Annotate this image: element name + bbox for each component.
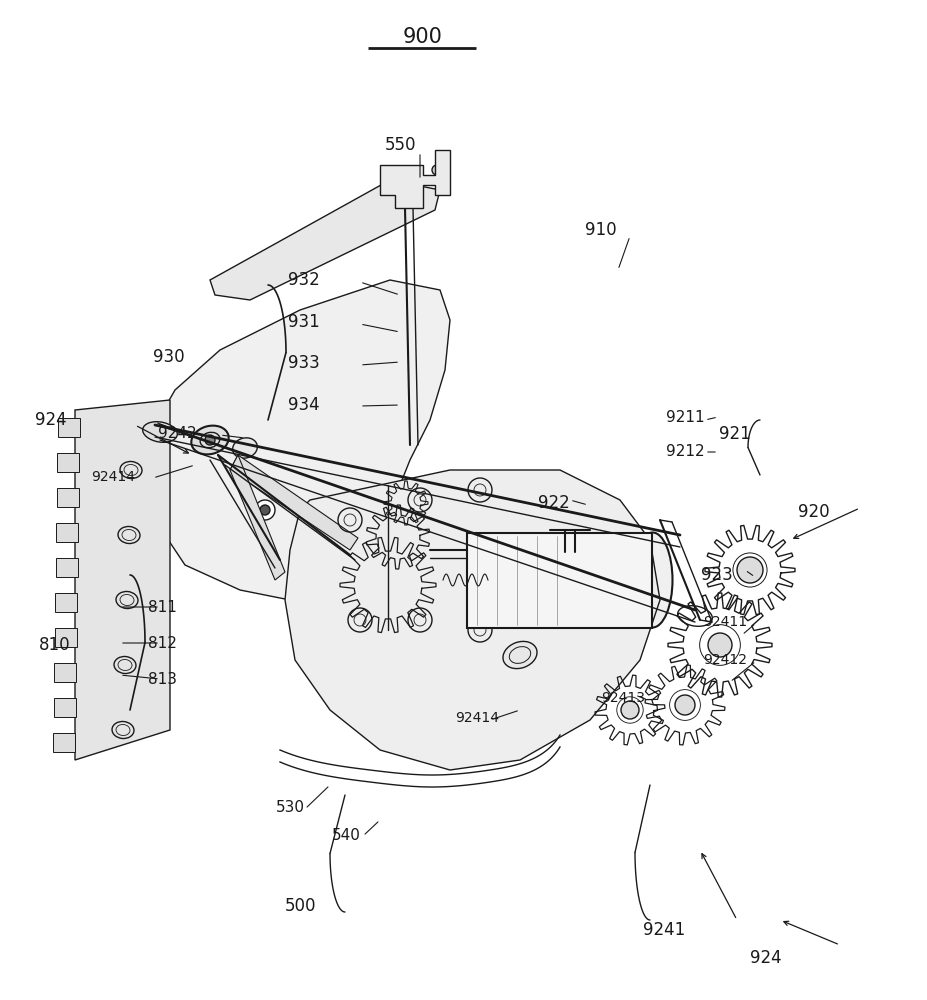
Text: 9242: 9242 (158, 426, 197, 440)
Polygon shape (230, 455, 358, 550)
Text: 924: 924 (749, 949, 781, 967)
Circle shape (736, 557, 762, 583)
Text: 530: 530 (275, 800, 304, 816)
Ellipse shape (502, 641, 537, 669)
Polygon shape (54, 698, 76, 717)
Ellipse shape (632, 532, 672, 628)
Circle shape (582, 568, 606, 592)
Text: 930: 930 (153, 348, 184, 366)
Polygon shape (155, 280, 450, 600)
Polygon shape (75, 400, 170, 760)
Polygon shape (55, 628, 77, 647)
Text: 923: 923 (700, 566, 731, 584)
Text: 92414: 92414 (91, 470, 134, 484)
Circle shape (260, 505, 270, 515)
Polygon shape (57, 418, 80, 437)
Polygon shape (285, 470, 659, 770)
Text: 9212: 9212 (666, 444, 705, 460)
Polygon shape (56, 558, 78, 577)
Text: 924: 924 (35, 411, 67, 429)
Ellipse shape (143, 422, 177, 442)
Text: 540: 540 (332, 828, 361, 842)
Circle shape (255, 500, 274, 520)
Text: 813: 813 (148, 672, 177, 686)
Text: 934: 934 (287, 396, 319, 414)
Circle shape (707, 633, 731, 657)
Text: 9211: 9211 (666, 410, 705, 424)
Text: 810: 810 (39, 636, 70, 654)
Polygon shape (57, 488, 79, 507)
Ellipse shape (191, 426, 228, 454)
Text: 811: 811 (148, 599, 177, 614)
Polygon shape (57, 453, 79, 472)
Text: 92414: 92414 (454, 711, 498, 725)
Circle shape (674, 695, 694, 715)
Text: 900: 900 (402, 27, 441, 47)
Text: 920: 920 (797, 503, 829, 521)
Text: 9241: 9241 (642, 921, 685, 939)
Text: 92412: 92412 (703, 653, 746, 667)
Polygon shape (230, 455, 285, 580)
Polygon shape (467, 532, 652, 628)
Polygon shape (54, 663, 76, 682)
Text: 812: 812 (148, 636, 177, 650)
Circle shape (620, 701, 639, 719)
Circle shape (432, 165, 441, 175)
Polygon shape (56, 593, 77, 612)
Text: 550: 550 (385, 136, 416, 154)
Text: 92413: 92413 (601, 691, 644, 705)
Circle shape (563, 563, 577, 577)
Polygon shape (210, 180, 439, 300)
Ellipse shape (233, 438, 257, 458)
Text: 922: 922 (538, 494, 569, 512)
Polygon shape (379, 150, 450, 208)
Ellipse shape (549, 554, 590, 586)
Text: 931: 931 (287, 313, 319, 331)
Text: 921: 921 (718, 425, 750, 443)
Text: 500: 500 (285, 897, 316, 915)
Text: 932: 932 (287, 271, 319, 289)
Circle shape (402, 181, 416, 195)
Polygon shape (57, 523, 78, 542)
Polygon shape (53, 733, 75, 752)
Text: 910: 910 (584, 221, 616, 239)
Circle shape (205, 435, 215, 445)
Text: 933: 933 (287, 354, 319, 372)
Text: 92411: 92411 (703, 615, 747, 629)
